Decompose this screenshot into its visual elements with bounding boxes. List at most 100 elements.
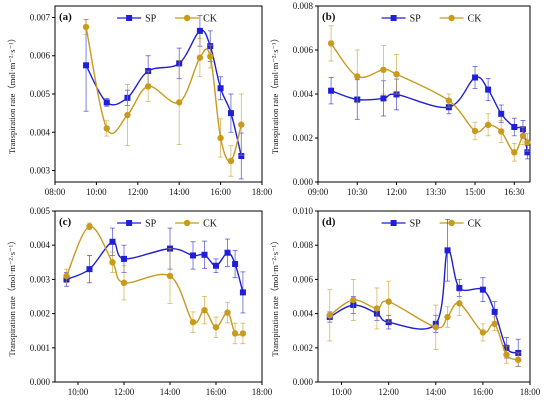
data-point <box>524 149 531 156</box>
data-point <box>86 266 93 273</box>
series-line <box>329 299 519 361</box>
legend-label: CK <box>203 219 218 230</box>
y-tick-label: 0.006 <box>293 274 314 284</box>
x-tick-label: 14:00 <box>160 387 181 397</box>
data-point <box>380 66 387 74</box>
data-point <box>224 309 231 316</box>
data-point <box>196 27 203 34</box>
legend-marker <box>390 220 397 226</box>
data-point <box>498 128 505 135</box>
series-line <box>330 42 529 153</box>
y-tick-label: 0.005 <box>30 206 51 216</box>
y-tick-label: 0.008 <box>293 1 314 11</box>
data-point <box>491 308 498 315</box>
x-tick-label: 18:00 <box>520 387 541 397</box>
chart-panel: 09:00 10:30 12:00 13:30 15:00 16:30 0.000 0.002… <box>270 1 531 197</box>
x-tick-label: 10:30 <box>347 187 368 197</box>
y-tick-label: 0.003 <box>30 274 51 284</box>
data-point <box>238 121 245 128</box>
x-tick-label: 18:00 <box>252 387 273 397</box>
data-point <box>207 53 214 60</box>
data-point <box>201 306 208 314</box>
legend-marker <box>183 14 191 22</box>
y-tick-label: 0.005 <box>30 89 51 99</box>
x-tick-label: 14:00 <box>169 187 190 197</box>
legend-label: SP <box>145 14 157 25</box>
data-point <box>498 110 505 117</box>
y-tick-label: 0.002 <box>293 343 313 353</box>
x-tick-label: 16:30 <box>504 187 525 197</box>
data-point <box>82 23 90 31</box>
legend-label: CK <box>468 14 483 25</box>
y-axis-label: Transpiration rate（mol·m⁻²·s⁻¹） <box>270 34 280 154</box>
data-point <box>350 296 357 304</box>
y-tick-label: 0.006 <box>30 51 51 61</box>
series-line <box>85 29 242 157</box>
y-tick-label: 0.000 <box>293 177 314 187</box>
data-point <box>524 139 531 146</box>
data-point <box>432 324 439 331</box>
data-point <box>232 261 239 268</box>
data-point <box>201 251 208 258</box>
data-point <box>103 99 110 106</box>
y-axis-label: Transpiration rate（mol·m⁻²·s⁻¹） <box>270 236 280 356</box>
legend-label: SP <box>410 14 422 25</box>
data-point <box>124 111 131 119</box>
data-point <box>176 99 183 106</box>
data-point <box>231 330 239 337</box>
y-tick-label: 0.000 <box>30 377 51 387</box>
data-point <box>217 134 224 142</box>
legend-label: CK <box>468 219 483 230</box>
data-point <box>328 87 335 94</box>
data-point <box>444 247 451 254</box>
plot-frame <box>317 210 531 383</box>
data-point <box>503 351 510 358</box>
data-point <box>190 252 196 259</box>
x-tick-label: 16:00 <box>206 387 227 397</box>
data-point <box>519 132 527 139</box>
y-tick-label: 0.000 <box>293 377 314 387</box>
x-tick-label: 10:00 <box>68 387 89 397</box>
data-point <box>456 284 463 291</box>
data-point <box>227 110 234 117</box>
plot-frame <box>317 5 531 183</box>
y-tick-label: 0.004 <box>293 89 314 99</box>
data-point <box>354 73 361 80</box>
data-point <box>83 62 90 69</box>
legend-marker <box>448 14 455 22</box>
y-tick-label: 0.007 <box>30 12 51 22</box>
y-tick-label: 0.004 <box>30 127 51 137</box>
legend-marker <box>183 219 191 227</box>
data-point <box>196 54 204 61</box>
x-tick-label: 12:00 <box>378 387 399 397</box>
data-point <box>373 305 381 312</box>
data-point <box>144 83 152 90</box>
series-line <box>85 26 242 163</box>
y-tick-label: 0.004 <box>293 309 314 319</box>
x-tick-label: 13:30 <box>426 187 447 197</box>
data-point <box>86 223 93 230</box>
x-tick-label: 16:00 <box>210 187 231 197</box>
x-tick-label: 16:00 <box>473 387 494 397</box>
data-point <box>103 125 110 132</box>
data-point <box>511 124 518 130</box>
series-line <box>329 249 519 354</box>
panel-label: (b) <box>322 11 336 23</box>
y-tick-label: 0.002 <box>293 133 313 143</box>
chart-panel: 10:00 12:00 14:00 16:00 18:00 0.000 0.002 0.004… <box>270 206 541 397</box>
x-tick-label: 12:00 <box>128 187 149 197</box>
y-tick-label: 0.001 <box>30 343 50 353</box>
data-point <box>224 249 231 256</box>
data-point <box>385 298 392 305</box>
x-tick-label: 10:00 <box>331 387 352 397</box>
data-point <box>479 286 486 293</box>
data-point <box>444 313 451 321</box>
panel-label: (c) <box>59 216 72 228</box>
legend-marker <box>126 15 133 21</box>
y-tick-label: 0.006 <box>293 45 314 55</box>
data-point <box>189 318 197 326</box>
legend-label: SP <box>410 219 422 230</box>
chart-panel: 10:00 12:00 14:00 16:00 18:00 0.000 0.001 0.002… <box>7 206 273 397</box>
data-point <box>238 152 245 159</box>
y-tick-label: 0.008 <box>293 240 314 250</box>
